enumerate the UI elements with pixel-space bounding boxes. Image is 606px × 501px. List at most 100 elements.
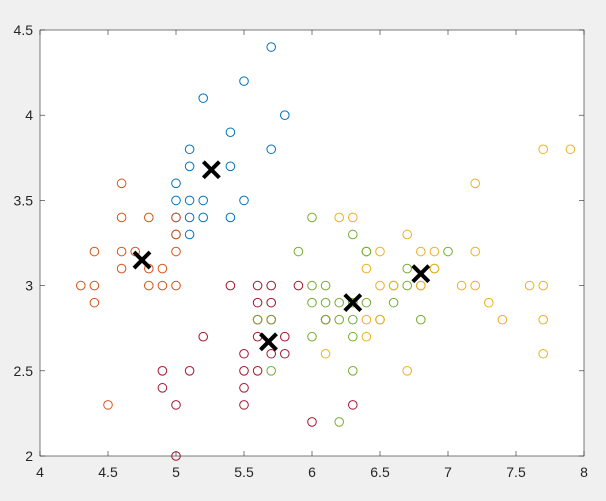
- data-point-cluster-1: [184, 195, 195, 206]
- x-tick-label: 7: [444, 464, 452, 480]
- data-point-cluster-5: [402, 229, 413, 240]
- x-tick-label: 5: [172, 464, 180, 480]
- data-point-cluster-3: [239, 383, 249, 393]
- data-point-cluster-5: [320, 348, 331, 359]
- data-point-cluster-4: [348, 297, 358, 308]
- x-tick-label: 7.5: [506, 464, 526, 480]
- data-point-cluster-1: [184, 144, 195, 155]
- data-point-cluster-4: [348, 314, 358, 325]
- data-point-cluster-5: [456, 280, 467, 291]
- data-point-cluster-4: [266, 366, 277, 376]
- data-point-cluster-3: [252, 366, 263, 376]
- data-point-cluster-3: [252, 280, 263, 291]
- data-point-cluster-5: [416, 280, 426, 291]
- data-point-cluster-4: [252, 314, 263, 325]
- axes: 4 4.5 5 5.5 6 6.5 7 7.5 8 2 2.5 3 3.5 4 4.5: [14, 22, 589, 480]
- data-point-cluster-1: [225, 161, 236, 172]
- data-point-cluster-4: [348, 229, 358, 240]
- centroid-markers: [132, 160, 431, 352]
- x-tick-label: 5.5: [234, 464, 254, 480]
- x-tick-label: 6.5: [370, 464, 390, 480]
- data-point-cluster-4: [361, 246, 372, 257]
- data-point-cluster-2: [157, 280, 168, 291]
- centroid-marker-3: [259, 332, 278, 352]
- data-point-cluster-1: [184, 212, 195, 223]
- data-point-cluster-3: [293, 280, 304, 291]
- centroid-marker-4: [343, 293, 363, 313]
- data-point-cluster-4: [402, 280, 413, 291]
- data-point-cluster-4: [348, 331, 358, 342]
- data-point-cluster-2: [171, 280, 181, 291]
- data-point-cluster-3: [239, 400, 249, 410]
- centroid-marker-5: [411, 264, 431, 284]
- data-point-cluster-4: [334, 417, 345, 427]
- data-point-cluster-3: [171, 400, 181, 410]
- data-point-cluster-2: [116, 212, 127, 223]
- data-point-cluster-4: [307, 280, 317, 291]
- data-point-cluster-5: [497, 314, 508, 325]
- data-point-cluster-4: [334, 297, 345, 308]
- data-point-cluster-5: [470, 246, 481, 257]
- y-tick-label: 4: [25, 107, 33, 123]
- y-tick-label: 3: [25, 278, 33, 294]
- data-point-cluster-2: [157, 263, 168, 274]
- data-point-cluster-3: [225, 280, 236, 291]
- data-point-cluster-5: [538, 314, 549, 325]
- data-point-cluster-4: [320, 297, 331, 308]
- data-point-cluster-5: [348, 212, 358, 223]
- data-point-cluster-3: [266, 297, 277, 308]
- data-point-cluster-5: [375, 314, 385, 325]
- plot-area: [40, 30, 584, 456]
- data-point-cluster-1: [225, 212, 236, 223]
- data-point-cluster-1: [184, 229, 195, 240]
- data-point-cluster-2: [89, 246, 100, 257]
- data-point-cluster-4: [307, 331, 317, 342]
- data-point-cluster-3: [157, 383, 168, 393]
- data-point-cluster-1: [225, 127, 236, 138]
- data-point-cluster-5: [524, 280, 535, 291]
- data-point-cluster-2: [116, 263, 127, 274]
- data-point-cluster-3: [280, 331, 290, 342]
- data-point-cluster-4: [334, 314, 345, 325]
- data-point-cluster-1: [184, 161, 195, 172]
- data-point-cluster-5: [361, 331, 372, 342]
- data-point-cluster-5: [470, 280, 481, 291]
- data-point-cluster-2: [144, 212, 154, 223]
- data-point-cluster-4: [443, 246, 453, 257]
- data-point-cluster-2: [144, 280, 154, 291]
- data-point-cluster-2: [89, 297, 100, 308]
- data-point-cluster-3: [266, 348, 277, 359]
- data-point-cluster-4: [348, 366, 358, 376]
- data-point-cluster-1: [266, 144, 277, 155]
- data-point-cluster-2: [171, 229, 181, 240]
- data-points: [76, 42, 576, 461]
- data-point-cluster-1: [280, 110, 290, 120]
- data-point-cluster-5: [361, 314, 372, 325]
- data-point-cluster-4: [320, 280, 331, 291]
- x-tick-label: 4: [36, 464, 44, 480]
- data-point-cluster-5: [484, 297, 494, 308]
- y-tick-label: 2.5: [14, 363, 34, 379]
- data-point-cluster-1: [266, 42, 277, 52]
- data-point-cluster-3: [280, 348, 290, 359]
- data-point-cluster-1: [171, 195, 181, 206]
- data-point-cluster-3: [239, 348, 249, 359]
- data-point-cluster-5: [538, 144, 549, 155]
- data-point-cluster-3: [184, 366, 195, 376]
- data-point-cluster-5: [361, 263, 372, 274]
- y-tick-label: 3.5: [14, 192, 34, 208]
- data-point-cluster-2: [103, 400, 113, 410]
- data-point-cluster-5: [402, 366, 413, 376]
- data-point-cluster-3: [252, 297, 263, 308]
- data-point-cluster-4: [416, 314, 426, 325]
- data-point-cluster-4: [361, 297, 372, 308]
- data-point-cluster-2: [116, 178, 127, 189]
- data-point-cluster-4: [307, 297, 317, 308]
- data-point-cluster-3: [239, 366, 249, 376]
- data-point-cluster-1: [198, 93, 208, 103]
- data-point-cluster-4: [320, 314, 331, 325]
- data-point-cluster-3: [157, 366, 168, 376]
- centroid-marker-1: [201, 160, 221, 180]
